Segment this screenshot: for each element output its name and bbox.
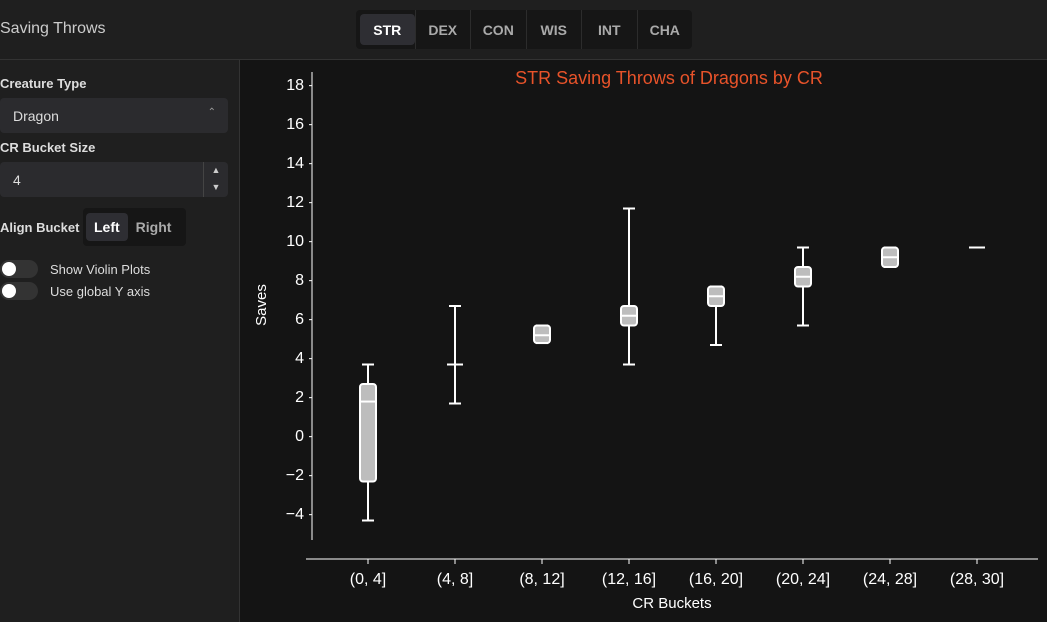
toggle-switch[interactable] [0, 282, 38, 300]
segment[interactable]: Right [135, 219, 172, 235]
chart: STR Saving Throws of Dragons by CR −4 −2 0 2… [253, 68, 1038, 612]
x-tick-label: (16, 20] [689, 571, 743, 588]
top-bar: Saving Throws STR DEX CON WIS INT CHA [0, 0, 1047, 60]
tab[interactable]: WIS [525, 10, 582, 49]
y-tick-label: −2 [286, 467, 304, 484]
box [359, 383, 377, 483]
toggle-switch[interactable] [0, 260, 38, 278]
tab[interactable]: CON [470, 10, 526, 49]
toggle-row: Show Violin Plots [0, 260, 150, 278]
segment[interactable]: Left [86, 213, 128, 241]
select[interactable]: Dragon ⌃ [0, 98, 228, 133]
x-axis-label: CR Buckets [632, 595, 711, 612]
input-value: 4 [13, 172, 21, 188]
y-tick-label: −4 [286, 506, 304, 523]
segmented-control: Left Right [83, 208, 186, 246]
tab[interactable]: CHA [636, 10, 693, 49]
y-tick-label: 10 [286, 233, 304, 250]
y-tick-label: 16 [286, 116, 304, 133]
toggle-label: Use global Y axis [50, 283, 150, 299]
tab[interactable]: STR [360, 14, 415, 45]
tab[interactable]: INT [581, 10, 637, 49]
y-tick-label: 0 [295, 428, 304, 445]
number-input[interactable]: 4 ▲ ▼ [0, 162, 228, 197]
y-tick-label: 4 [295, 350, 304, 367]
x-tick-label: (24, 28] [863, 571, 917, 588]
sidebar: Creature Type Dragon ⌃ CR Bucket Size 4 ▲ ▼… [0, 60, 240, 622]
x-tick-label: (20, 24] [776, 571, 830, 588]
y-tick-label: 2 [295, 389, 304, 406]
x-tick-label: (4, 8] [437, 571, 473, 588]
tab[interactable]: DEX [414, 10, 471, 49]
label: CR Bucket Size [0, 140, 96, 155]
x-tick-label: (8, 12] [519, 571, 564, 588]
select-value: Dragon [13, 108, 59, 124]
toggle-row: Use global Y axis [0, 282, 150, 300]
chart-title: STR Saving Throws of Dragons by CR [515, 68, 823, 88]
label: Align Bucket [0, 220, 80, 235]
y-tick-label: 14 [286, 155, 304, 172]
y-tick-label: 18 [286, 77, 304, 94]
y-axis-label: Saves [253, 284, 270, 326]
x-tick-label: (12, 16] [602, 571, 656, 588]
toggle-label: Show Violin Plots [50, 261, 151, 277]
label: Creature Type [0, 76, 87, 91]
x-tick-label: (28, 30] [950, 571, 1004, 588]
y-tick-label: 12 [286, 194, 304, 211]
tab-bar: STR DEX CON WIS INT CHA [356, 10, 692, 49]
app-title: Saving Throws [0, 20, 106, 37]
y-tick-label: 6 [295, 311, 304, 328]
y-tick-label: 8 [295, 272, 304, 289]
x-tick-label: (0, 4] [350, 571, 386, 588]
